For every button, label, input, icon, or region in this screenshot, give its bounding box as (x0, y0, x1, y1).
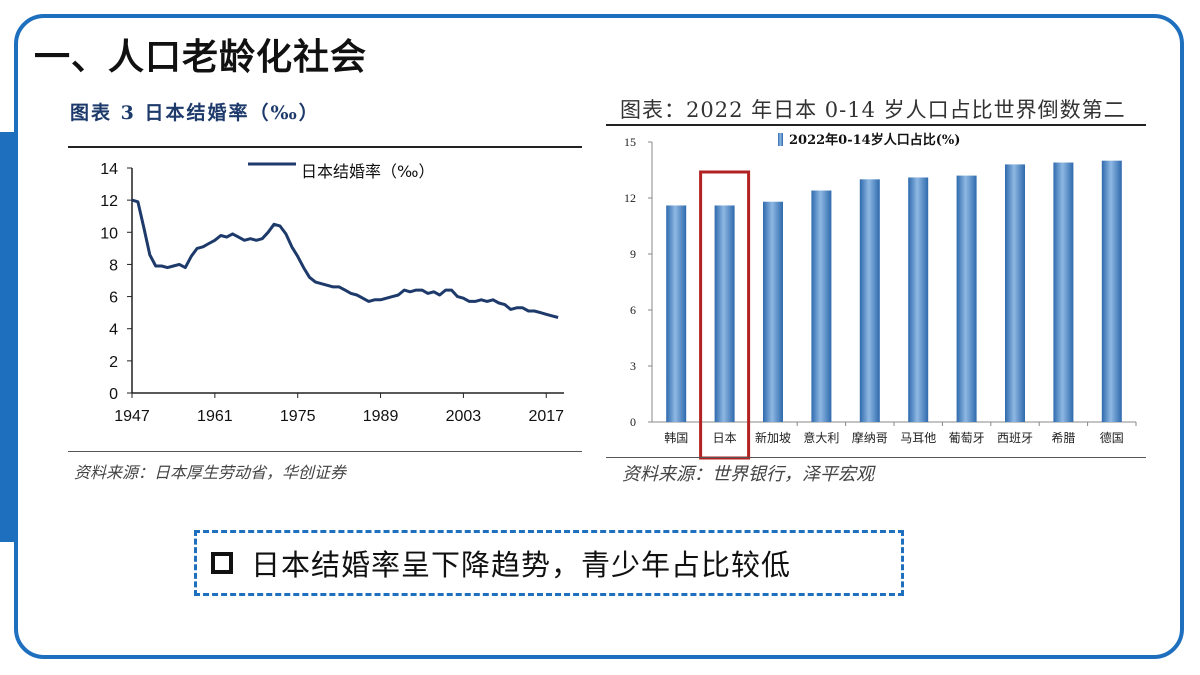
bar-8 (1005, 164, 1025, 422)
bar-1 (666, 205, 687, 422)
y-tick-label: 12 (100, 193, 118, 210)
y-tick-label: 6 (109, 290, 118, 307)
summary-text: 日本结婚率呈下降趋势，青少年占比较低 (251, 548, 792, 582)
bar-4 (811, 190, 832, 422)
x-tick-label: 意大利 (803, 430, 839, 445)
y-tick-label: 8 (109, 257, 118, 274)
x-tick-label: 1975 (280, 408, 316, 425)
x-tick-label: 德国 (1100, 430, 1124, 445)
left-top-rule (68, 146, 582, 148)
y-tick-label: 9 (630, 247, 636, 261)
bar-9 (1053, 162, 1074, 422)
square-bullet-icon (211, 552, 233, 574)
x-tick-label: 2017 (528, 408, 564, 425)
legend-label: 日本结婚率（‰） (301, 162, 434, 181)
bar-5 (859, 179, 880, 422)
x-tick-label: 摩纳哥 (852, 430, 888, 445)
right-source: 资料来源：世界银行，泽平宏观 (622, 464, 874, 485)
y-tick-label: 10 (100, 225, 118, 242)
y-tick-label: 0 (109, 386, 118, 403)
y-tick-label: 4 (109, 322, 118, 339)
bar-7 (956, 175, 977, 422)
bar-3 (763, 201, 783, 422)
y-tick-label: 3 (630, 359, 636, 373)
page-title: 一、人口老龄化社会 (34, 37, 368, 78)
side-accent-bar (0, 132, 14, 542)
y-tick-label: 2 (109, 354, 118, 371)
slide-frame (14, 14, 1184, 659)
legend-swatch (778, 133, 783, 146)
x-tick-label: 1989 (363, 408, 399, 425)
x-tick-label: 1961 (197, 408, 233, 425)
y-tick-label: 12 (624, 191, 636, 205)
bar-2 (714, 205, 735, 422)
left-bottom-rule (68, 451, 582, 452)
x-tick-label: 西班牙 (997, 431, 1033, 445)
youth-share-bar-chart: 0 3 6 9 12 15 韩国 日本 新加坡 意大利 摩纳哥 马耳他 葡萄牙 西班牙 希腊 德国 2022年0… (624, 132, 1137, 460)
japan-highlight-box (699, 170, 751, 460)
bar-10 (1101, 160, 1122, 422)
bar-6 (908, 177, 929, 422)
y-tick-label: 6 (630, 303, 636, 317)
marriage-rate-line (131, 198, 559, 319)
left-source: 资料来源：日本厚生劳动省，华创证券 (74, 463, 347, 482)
y-tick-label: 14 (100, 161, 118, 178)
summary-callout: 日本结婚率呈下降趋势，青少年占比较低 (194, 530, 904, 596)
right-figure-title: 图表：2022 年日本 0-14 岁人口占比世界倒数第二 (620, 98, 1126, 122)
x-tick-label: 希腊 (1051, 430, 1075, 445)
legend-label: 2022年0-14岁人口占比(%) (789, 132, 960, 148)
x-tick-label: 2003 (446, 408, 482, 425)
x-tick-label: 马耳他 (900, 431, 936, 445)
y-tick-label: 15 (624, 135, 636, 149)
y-tick-label: 0 (630, 415, 636, 429)
x-tick-label: 新加坡 (755, 430, 791, 445)
right-top-rule (606, 124, 1146, 126)
x-tick-label: 葡萄牙 (949, 431, 985, 445)
left-figure-title: 图表 3 日本结婚率（‰） (70, 102, 320, 124)
x-tick-label: 日本 (713, 431, 737, 445)
x-tick-label: 1947 (114, 408, 150, 425)
x-tick-label: 韩国 (664, 430, 688, 445)
right-bottom-rule (606, 457, 1146, 458)
marriage-rate-line-chart: 0 2 4 6 8 10 12 14 1947 1961 1975 1989 2003 2017 日本结婚率… (100, 161, 564, 425)
